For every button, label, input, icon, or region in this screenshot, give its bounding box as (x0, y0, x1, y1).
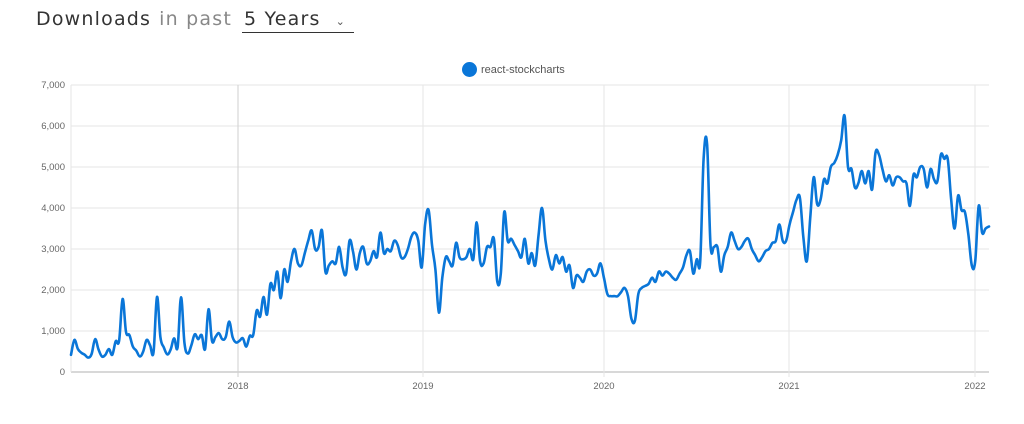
period-select-value: 5 Years (243, 8, 321, 30)
chevron-down-icon: ⌄ (335, 15, 346, 28)
x-axis: 2018 2019 2020 2021 2022 (227, 381, 985, 392)
x-tick-label: 2018 (227, 381, 248, 392)
y-axis: 0 1,000 2,000 3,000 4,000 5,000 6,000 7,000 (41, 80, 65, 378)
header-connector: in past (159, 8, 232, 30)
downloads-header: Downloads in past 5 Years ⌄ (36, 8, 354, 33)
chart-legend[interactable]: react-stockcharts (462, 62, 565, 77)
y-tick-label: 3,000 (41, 244, 65, 255)
y-tick-label: 2,000 (41, 285, 65, 296)
y-tick-label: 4,000 (41, 203, 65, 214)
x-tick-label: 2019 (412, 381, 433, 392)
x-tick-label: 2021 (778, 381, 799, 392)
legend-marker-icon (462, 62, 477, 77)
x-tick-label: 2020 (593, 381, 614, 392)
y-tick-label: 1,000 (41, 326, 65, 337)
header-title: Downloads (36, 8, 152, 30)
y-tick-label: 0 (60, 367, 65, 378)
x-tick-label: 2022 (964, 381, 985, 392)
legend-label: react-stockcharts (481, 63, 565, 76)
period-select[interactable]: 5 Years ⌄ (241, 8, 354, 33)
chart-gridlines (70, 84, 989, 377)
y-tick-label: 7,000 (41, 80, 65, 91)
series-line-react-stockcharts[interactable] (69, 113, 991, 359)
y-tick-label: 6,000 (41, 121, 65, 132)
y-tick-label: 5,000 (41, 162, 65, 173)
